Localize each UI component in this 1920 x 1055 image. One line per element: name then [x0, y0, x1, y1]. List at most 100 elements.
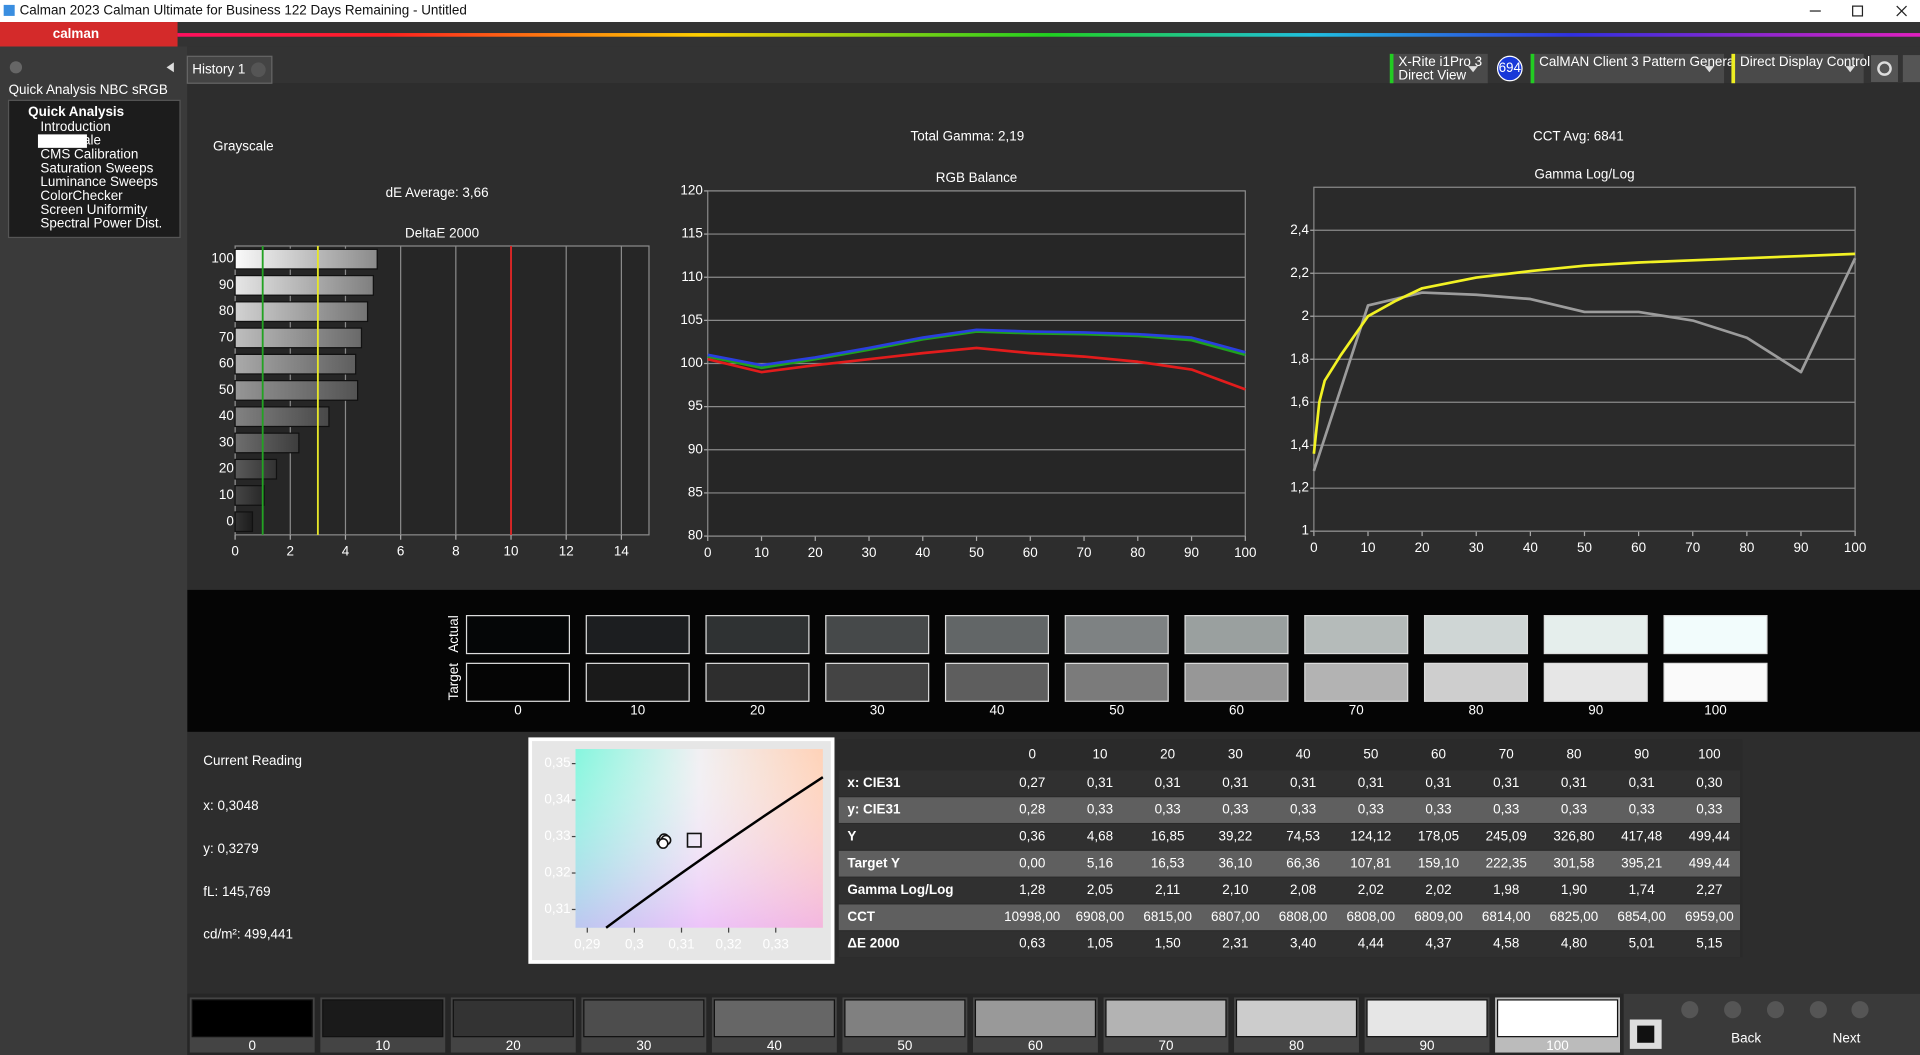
table-header: 40	[1296, 747, 1311, 762]
x-tick-label: 10	[754, 545, 769, 560]
x-tick-label: 30	[1469, 540, 1484, 555]
table-cell: 16,53	[1151, 855, 1185, 870]
data-line	[707, 330, 1246, 370]
y-tick-label: 85	[688, 484, 703, 499]
x-tick-label: 50	[1577, 540, 1592, 555]
x-tick-label: 8	[452, 544, 459, 559]
patch	[322, 999, 444, 1038]
tree-item[interactable]: ColorChecker	[40, 188, 123, 203]
bar	[234, 327, 363, 349]
row-label: Y	[847, 828, 856, 843]
y-tick-label: 0,34	[544, 792, 571, 807]
y-tick-label: 1,8	[1290, 351, 1309, 366]
restore-button[interactable]	[1852, 5, 1864, 17]
panel-toggle[interactable]	[1902, 55, 1920, 83]
table-header: 100	[1698, 747, 1720, 762]
target-point	[686, 832, 702, 848]
table-cell: 0,28	[1019, 802, 1045, 817]
patch	[191, 999, 313, 1038]
patch	[1496, 999, 1619, 1038]
x-tick-label: 100	[1844, 540, 1866, 555]
control-button[interactable]	[1681, 1001, 1699, 1019]
tree-item[interactable]: Screen Uniformity	[40, 202, 147, 217]
swatch-row-label: Actual	[446, 615, 461, 652]
next-button[interactable]: Next	[1833, 1031, 1861, 1046]
table-header: 20	[1160, 747, 1175, 762]
chart-title: Gamma Log/Log	[1534, 167, 1634, 182]
dropdown-arrow[interactable]	[1704, 66, 1715, 73]
tree-item[interactable]: Saturation Sweeps	[40, 160, 153, 175]
bar	[234, 274, 374, 296]
x-tick-label: 14	[614, 544, 629, 559]
table-cell: 4,44	[1358, 936, 1385, 951]
table-row	[838, 931, 1740, 957]
category-label: 20	[219, 461, 234, 476]
category-label: 0	[226, 513, 233, 528]
loop-button[interactable]	[1809, 1001, 1827, 1019]
table-cell: 4,58	[1493, 936, 1519, 951]
table-cell: 1,98	[1493, 882, 1519, 897]
y-tick-label: 0,35	[544, 755, 570, 770]
sidebar-collapse[interactable]	[166, 62, 174, 73]
target-swatch	[1064, 662, 1169, 702]
play-button[interactable]	[1724, 1001, 1742, 1019]
table-cell: 6814,00	[1482, 909, 1531, 924]
display-box[interactable]	[1731, 53, 1864, 84]
bar	[234, 485, 265, 506]
actual-swatch	[1184, 615, 1289, 655]
hold-button[interactable]	[1766, 1001, 1785, 1019]
chart-title: RGB Balance	[936, 170, 1018, 185]
table-header: 60	[1431, 747, 1446, 762]
target-swatch	[1304, 662, 1409, 702]
dropdown-arrow[interactable]	[1845, 66, 1856, 73]
source-box[interactable]	[1530, 53, 1725, 84]
meter-badge[interactable]	[1496, 55, 1523, 82]
target-swatch	[825, 662, 930, 702]
x-tick-label: 0,31	[668, 936, 694, 951]
logo-box[interactable]	[0, 22, 178, 48]
table-cell: 0,31	[1629, 775, 1655, 790]
tree-item[interactable]: CMS Calibration	[40, 147, 138, 162]
target-swatch	[1184, 662, 1289, 702]
bar	[234, 432, 300, 454]
patch-label: 70	[1158, 1038, 1173, 1053]
category-label: 80	[219, 303, 234, 318]
refresh-button[interactable]	[1851, 1001, 1869, 1019]
history-tab-label: History 1	[192, 61, 245, 76]
page-title: Grayscale	[213, 138, 274, 153]
x-tick-label: 0,3	[625, 936, 644, 951]
add-tab[interactable]	[251, 62, 266, 78]
bar	[234, 458, 278, 480]
table-cell: 74,53	[1286, 828, 1320, 843]
y-tick-label: 2,4	[1290, 222, 1309, 237]
actual-swatch	[944, 615, 1050, 655]
tree-item[interactable]: Grayscale	[40, 133, 101, 148]
dropdown-arrow[interactable]	[1468, 66, 1478, 73]
display-status	[1731, 53, 1736, 84]
table-cell: 245,09	[1486, 828, 1527, 843]
patch-label: 100	[1546, 1038, 1568, 1053]
back-button[interactable]: Back	[1731, 1031, 1761, 1046]
table-header: 0	[1029, 747, 1036, 762]
table-cell: 0,33	[1629, 802, 1655, 817]
tree-item[interactable]: Introduction	[40, 119, 110, 134]
settings-button[interactable]	[1871, 55, 1898, 83]
reading-line: x: 0,3048	[203, 798, 258, 813]
tree-item[interactable]: Luminance Sweeps	[40, 174, 158, 189]
x-tick-label: 4	[342, 544, 350, 559]
table-cell: 0,36	[1019, 828, 1045, 843]
actual-swatch	[705, 615, 810, 655]
workflow-name: Quick Analysis NBC sRGB	[9, 82, 168, 97]
close-button[interactable]	[1896, 5, 1907, 17]
x-tick-label: 40	[1523, 540, 1538, 555]
table-cell: 6908,00	[1076, 909, 1125, 924]
tree-root[interactable]: Quick Analysis	[28, 104, 124, 119]
meter-status	[1389, 53, 1394, 84]
sidebar-pin[interactable]	[9, 61, 23, 74]
patch-label: 90	[1420, 1038, 1435, 1053]
swatch-row-label: Target	[446, 663, 461, 701]
y-tick-label: 110	[681, 269, 702, 284]
patch	[974, 999, 1097, 1038]
tree-item[interactable]: Spectral Power Dist.	[40, 216, 162, 231]
table-cell: 2,05	[1087, 882, 1113, 897]
